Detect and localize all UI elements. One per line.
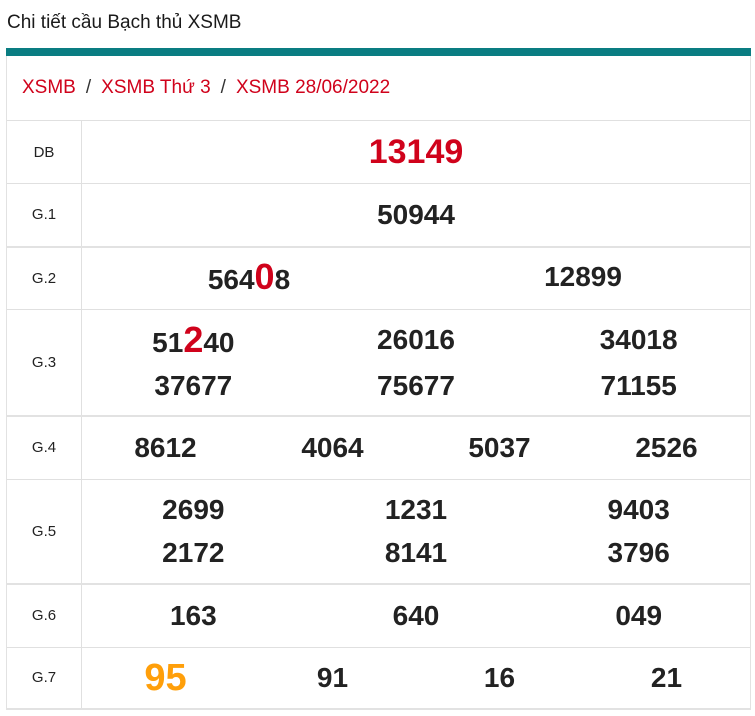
prize-number: 34018 (599, 324, 678, 355)
prize-number: 3796 (607, 537, 670, 569)
breadcrumb-xsmb-weekday[interactable]: XSMB Thứ 3 (101, 77, 211, 98)
highlighted-prize-number: 95 (144, 656, 187, 699)
prize-number: 1231 (384, 494, 448, 526)
row-g7: G.7 95 91 16 21 (7, 646, 750, 710)
prize-number: 50944 (377, 198, 455, 230)
highlighted-digit: 2 (183, 319, 204, 360)
page-title: Chi tiết cầu Bạch thủ XSMB (7, 12, 242, 33)
breadcrumb-separator: / (220, 77, 226, 98)
prize-number: 12899 (544, 260, 622, 292)
prize-number: 51240 (82, 318, 305, 364)
breadcrumb-xsmb[interactable]: XSMB (22, 77, 76, 98)
prize-number: 2526 (635, 431, 698, 463)
row-g3: G.3 51240 26016 34018 37677 75677 71155 (7, 309, 750, 416)
prize-number: 4064 (301, 431, 364, 463)
results-panel: XSMB / XSMB Thứ 3 / XSMB 28/06/2022 DB 1… (6, 48, 751, 710)
digits: 564 (207, 263, 255, 295)
prize-number: 9403 (607, 494, 670, 526)
row-g6: G.6 163 640 049 (7, 583, 750, 647)
special-prize-number: 13149 (368, 133, 464, 171)
prize-number: 2172 (162, 537, 225, 569)
prize-number: 049 (615, 599, 663, 631)
prize-label: DB (7, 120, 82, 184)
prize-number: 26016 (377, 324, 455, 355)
digits: 8 (274, 263, 291, 295)
results-table: DB 13149 G.1 50944 G.2 56408 12899 G.3 5… (7, 120, 750, 710)
prize-number: 91 (316, 661, 349, 693)
prize-label: G.1 (7, 183, 82, 247)
prize-label: G.4 (7, 415, 82, 479)
prize-number: 16 (483, 661, 516, 693)
digits: 51 (152, 327, 184, 358)
prize-number: 8141 (384, 537, 448, 569)
prize-number: 56408 (82, 256, 416, 301)
prize-number: 37677 (154, 370, 233, 401)
prize-label: G.5 (7, 478, 82, 584)
prize-label: G.3 (7, 309, 82, 416)
prize-number: 5037 (468, 431, 531, 463)
breadcrumb-separator: / (85, 77, 92, 98)
prize-number: 21 (650, 661, 683, 693)
row-g2: G.2 56408 12899 (7, 245, 750, 310)
row-g5: G.5 2699 1231 9403 2172 8141 3796 (7, 478, 750, 584)
prize-number: 163 (169, 599, 217, 631)
prize-number: 640 (392, 599, 440, 631)
row-g1: G.1 50944 (7, 183, 750, 247)
highlighted-digit: 0 (254, 255, 275, 297)
prize-number: 71155 (600, 370, 677, 401)
accent-bar (6, 48, 751, 56)
digits: 40 (203, 327, 235, 358)
prize-label: G.6 (7, 583, 82, 647)
prize-label: G.2 (7, 245, 82, 310)
prize-number: 75677 (377, 370, 455, 401)
row-db: DB 13149 (7, 120, 750, 184)
breadcrumb-xsmb-date[interactable]: XSMB 28/06/2022 (235, 77, 391, 98)
breadcrumb: XSMB / XSMB Thứ 3 / XSMB 28/06/2022 (7, 56, 750, 120)
row-g4: G.4 8612 4064 5037 2526 (7, 415, 750, 479)
prize-number: 2699 (162, 494, 225, 526)
prize-label: G.7 (7, 646, 82, 710)
prize-number: 8612 (134, 431, 197, 463)
